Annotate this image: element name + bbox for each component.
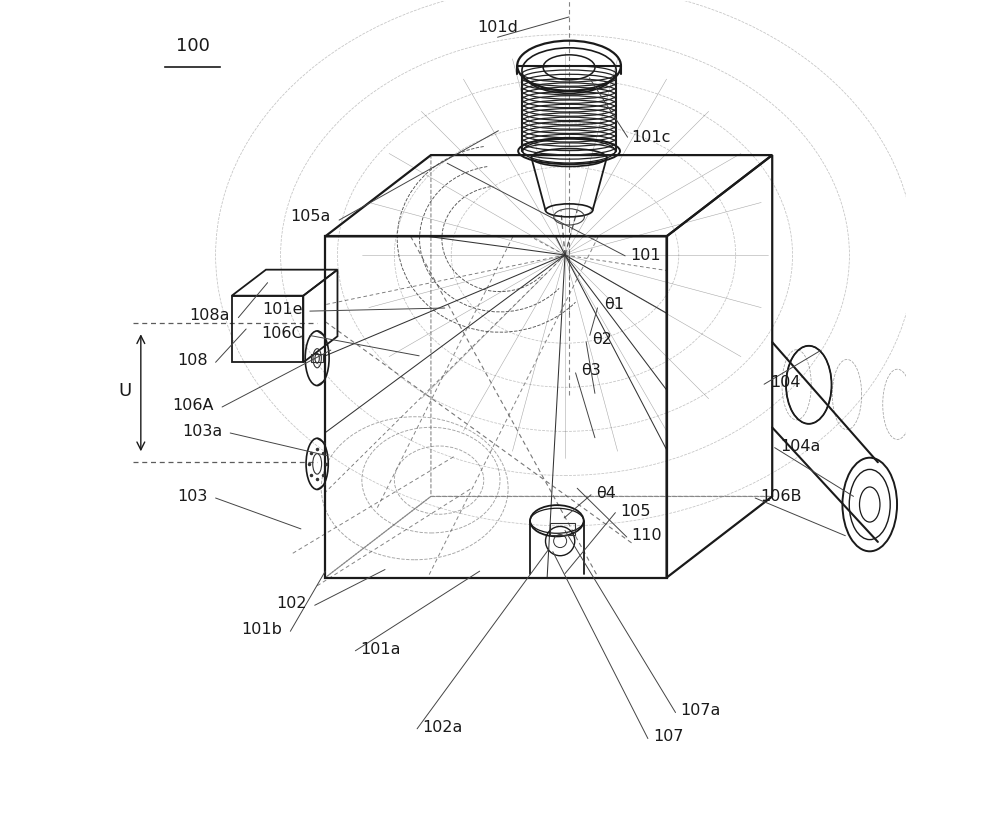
Text: 107a: 107a [680,703,721,719]
Text: 101: 101 [630,248,661,264]
Text: 101d: 101d [477,20,518,35]
Text: 107: 107 [653,729,683,745]
Text: 110: 110 [632,528,662,543]
Text: 103: 103 [177,489,207,504]
Text: 105a: 105a [291,209,331,225]
Text: θ1: θ1 [604,297,624,312]
Text: 103a: 103a [182,424,222,439]
Text: 101b: 101b [241,622,282,637]
Text: 105: 105 [620,504,651,519]
Text: 108a: 108a [190,309,230,323]
Text: θ2: θ2 [592,332,612,347]
Text: 102: 102 [276,596,307,611]
Text: 106C: 106C [261,326,303,341]
Text: 106A: 106A [172,398,214,413]
Text: θ3: θ3 [581,363,601,378]
Text: 100: 100 [176,37,210,55]
Text: 102a: 102a [422,720,462,735]
Text: θ4: θ4 [596,486,616,501]
Text: 104: 104 [770,375,800,390]
Text: 108: 108 [177,353,207,368]
Text: U: U [118,382,131,400]
Text: 106B: 106B [760,489,802,504]
Text: 104a: 104a [780,439,821,453]
Text: 101c: 101c [632,129,671,145]
Text: 101a: 101a [360,641,401,657]
Text: 101e: 101e [262,302,303,317]
